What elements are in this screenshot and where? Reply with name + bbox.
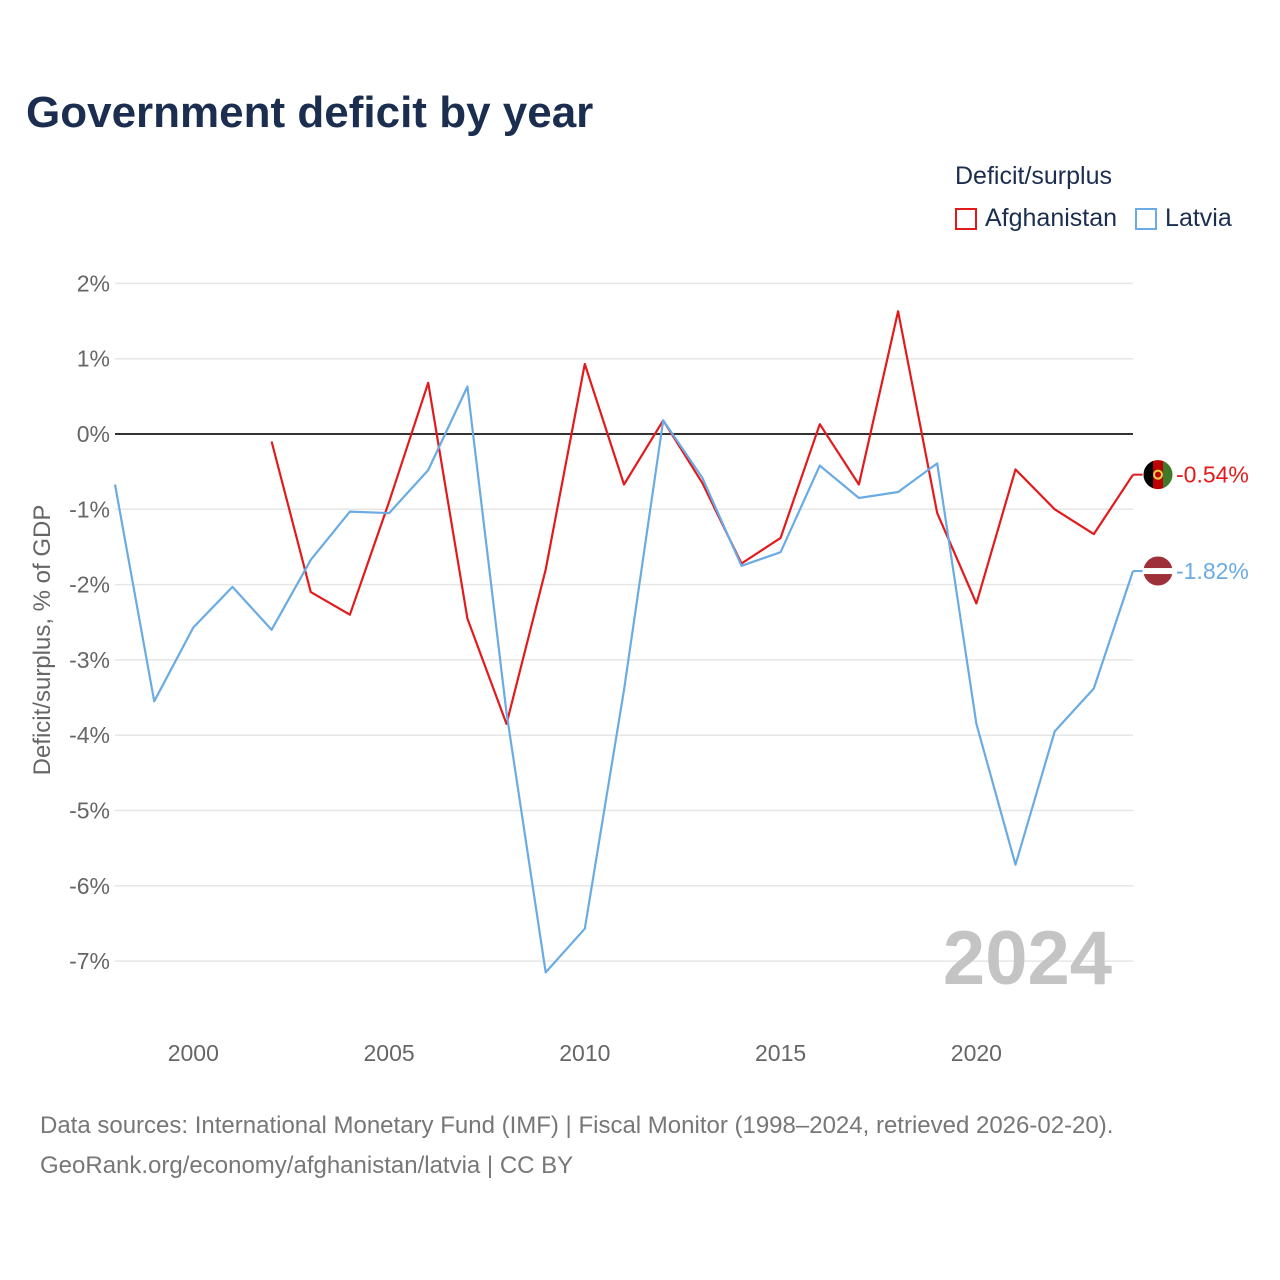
y-tick-label: -2% — [69, 572, 110, 598]
legend-label-latvia: Latvia — [1165, 204, 1232, 232]
chart-title: Government deficit by year — [26, 88, 594, 137]
y-tick-label: 2% — [77, 270, 110, 296]
attribution-link[interactable]: GeoRank.org/economy/afghanistan/latvia |… — [40, 1152, 574, 1179]
legend: Afghanistan Latvia — [955, 204, 1250, 233]
year-watermark: 2024 — [943, 916, 1112, 1001]
legend-item-afghanistan[interactable]: Afghanistan — [955, 204, 1117, 233]
x-tick-label: 2010 — [559, 1040, 610, 1066]
x-tick-label: 2005 — [363, 1040, 414, 1066]
y-tick-label: -4% — [69, 722, 110, 748]
x-tick-label: 2000 — [168, 1040, 219, 1066]
y-tick-label: -1% — [69, 496, 110, 522]
y-tick-label: -6% — [69, 873, 110, 899]
source-note: Data sources: International Monetary Fun… — [40, 1112, 1114, 1139]
legend-label-afghanistan: Afghanistan — [985, 204, 1118, 232]
legend-title: Deficit/surplus — [955, 162, 1112, 190]
y-tick-label: 1% — [77, 346, 110, 372]
y-tick-label: 0% — [77, 421, 110, 447]
footer: Data sources: International Monetary Fun… — [40, 1106, 1113, 1186]
legend-item-latvia[interactable]: Latvia — [1135, 204, 1232, 233]
flag-icon-afghanistan — [1142, 459, 1174, 491]
end-label-afghanistan: -0.54% — [1176, 462, 1249, 488]
y-axis-label: Deficit/surplus, % of GDP — [29, 505, 56, 776]
x-tick-label: 2015 — [755, 1040, 806, 1066]
legend-swatch-afghanistan — [955, 207, 977, 230]
legend-swatch-latvia — [1135, 207, 1158, 230]
flag-icon-latvia — [1142, 555, 1174, 587]
end-label-latvia: -1.82% — [1176, 558, 1249, 584]
y-tick-label: -5% — [69, 798, 110, 824]
series-line-latvia[interactable] — [113, 385, 1135, 974]
y-tick-label: -7% — [69, 948, 110, 974]
y-tick-label: -3% — [69, 647, 110, 673]
line-chart: 2% 1% 0% -1% -2% -3% -4% -5% -6% -7% 2000 2005 2010… — [29, 270, 1249, 1066]
series-line-afghanistan[interactable] — [270, 310, 1134, 726]
x-tick-label: 2020 — [951, 1040, 1002, 1066]
